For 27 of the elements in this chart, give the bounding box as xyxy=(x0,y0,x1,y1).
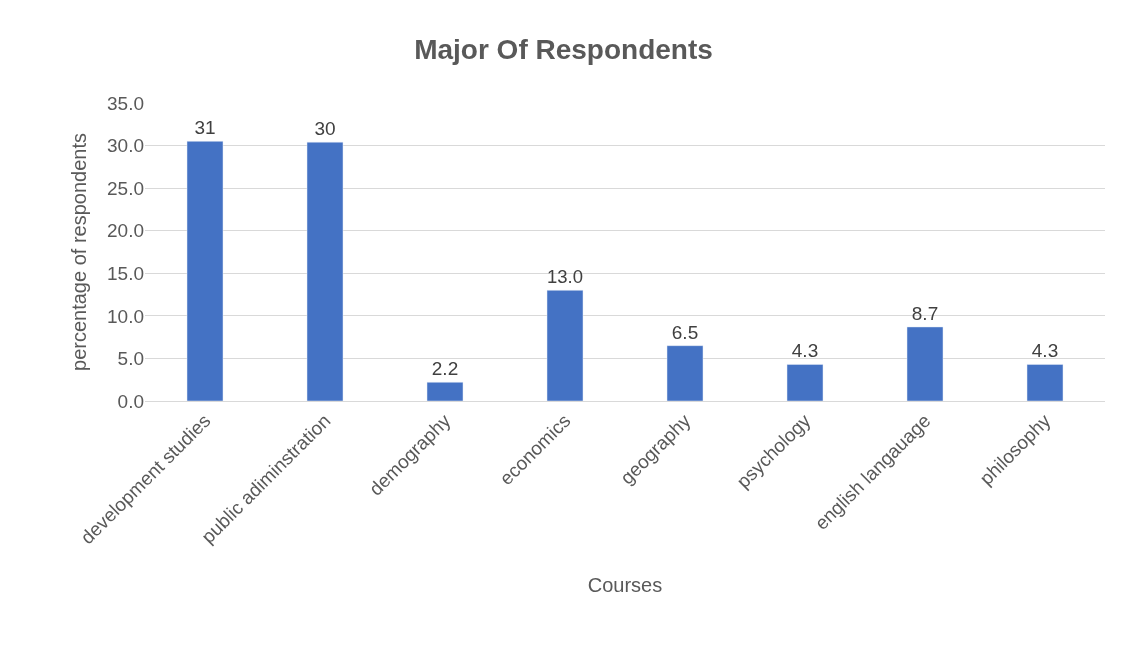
y-tick-label: 25.0 xyxy=(107,177,144,199)
bar xyxy=(906,326,944,401)
y-tick-label: 0.0 xyxy=(117,390,144,412)
chart-title: Major Of Respondents xyxy=(414,33,713,65)
data-label: 30 xyxy=(314,118,336,140)
data-label: 31 xyxy=(194,117,216,139)
data-label: 8.7 xyxy=(911,302,939,324)
bar xyxy=(426,382,464,401)
bar xyxy=(306,141,344,401)
data-label: 4.3 xyxy=(791,340,819,362)
bar xyxy=(786,364,824,401)
data-label: 4.3 xyxy=(1031,340,1059,362)
bar xyxy=(186,141,224,401)
x-axis-title: Courses xyxy=(587,573,663,596)
bar xyxy=(1026,364,1064,401)
y-tick-label: 20.0 xyxy=(107,220,144,242)
data-label: 13.0 xyxy=(547,266,583,288)
y-axis-title: percentage of respondents xyxy=(67,133,90,371)
data-label: 6.5 xyxy=(671,321,699,343)
y-tick-label: 10.0 xyxy=(107,305,144,327)
data-label: 2.2 xyxy=(431,358,459,380)
bar xyxy=(666,345,704,401)
bar xyxy=(546,290,584,401)
y-tick-label: 30.0 xyxy=(107,135,144,157)
y-tick-label: 5.0 xyxy=(117,348,144,370)
y-tick-label: 35.0 xyxy=(107,92,144,114)
y-tick-label: 15.0 xyxy=(107,262,144,284)
